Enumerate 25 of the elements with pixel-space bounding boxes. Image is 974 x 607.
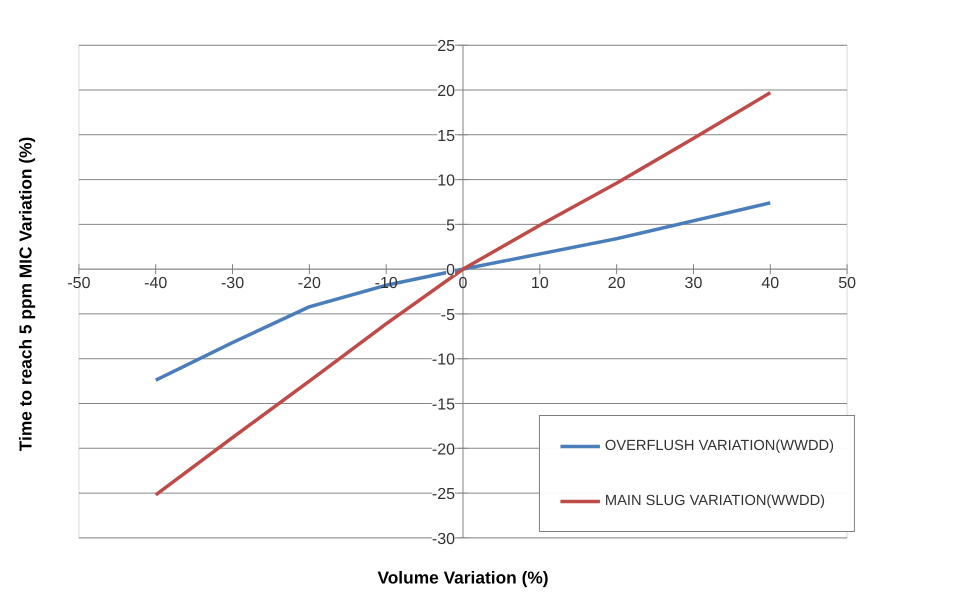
y-tick-label: -25 bbox=[432, 486, 456, 504]
x-tick-label: -20 bbox=[298, 275, 322, 292]
y-tick-label: 10 bbox=[437, 172, 456, 190]
x-tick-label: 50 bbox=[838, 275, 856, 292]
y-tick-label: -30 bbox=[432, 530, 456, 548]
x-tick-label: -40 bbox=[144, 275, 168, 292]
x-tick-label: 40 bbox=[761, 275, 780, 292]
y-tick-label: 25 bbox=[437, 38, 456, 56]
x-tick-label: 30 bbox=[684, 275, 702, 292]
y-tick-label: -5 bbox=[440, 306, 456, 324]
y-tick-label: -20 bbox=[432, 441, 456, 458]
legend-label: MAIN SLUG VARIATION(WWDD) bbox=[604, 493, 826, 509]
x-tick-label: -50 bbox=[67, 275, 91, 292]
legend-label: OVERFLUSH VARIATION(WWDD) bbox=[604, 438, 834, 454]
y-tick-label: 15 bbox=[437, 128, 456, 145]
x-axis-title: Volume Variation (%) bbox=[377, 568, 549, 588]
x-tick-label: 10 bbox=[530, 275, 549, 292]
y-tick-label: 0 bbox=[446, 262, 456, 280]
y-tick-label: -15 bbox=[432, 396, 456, 414]
y-tick-label: 5 bbox=[446, 217, 456, 234]
y-tick-label: 20 bbox=[437, 82, 456, 100]
y-axis-title: Time to reach 5 ppm MIC Variation (%) bbox=[16, 136, 36, 452]
y-tick-label: -10 bbox=[432, 352, 456, 369]
x-tick-label: -30 bbox=[220, 275, 244, 292]
x-tick-label: 20 bbox=[608, 275, 626, 292]
